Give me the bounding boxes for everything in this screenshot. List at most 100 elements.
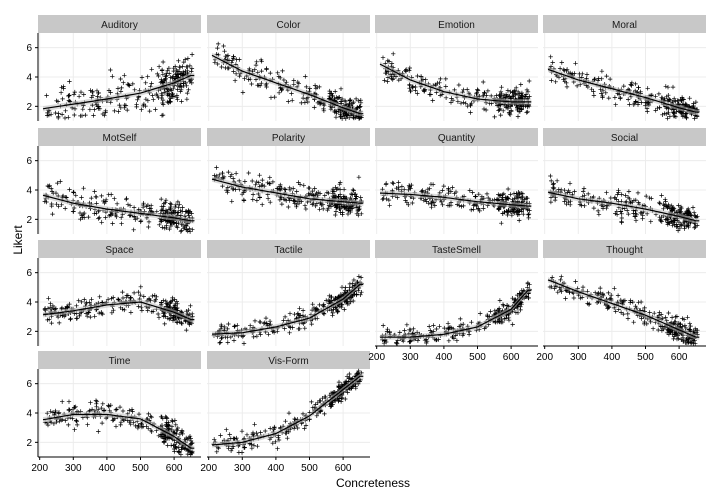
scatter-point: [140, 205, 146, 210]
scatter-point: [115, 86, 121, 91]
scatter-point: [264, 84, 269, 90]
x-tick-label: 300: [402, 352, 419, 363]
scatter-point: [662, 111, 667, 116]
scatter-point: [592, 76, 598, 82]
scatter-point: [155, 93, 160, 99]
x-tick-label: 300: [65, 463, 82, 474]
scatter-point: [110, 74, 115, 79]
scatter-point: [351, 99, 356, 105]
scatter-point: [157, 222, 162, 227]
scatter-point: [259, 68, 264, 74]
scatter-point: [516, 190, 521, 195]
scatter-point: [174, 221, 179, 226]
scatter-point: [279, 201, 285, 207]
scatter-point: [389, 61, 395, 66]
scatter-point: [327, 88, 332, 94]
scatter-point: [254, 179, 259, 185]
smooth-line: [547, 68, 700, 113]
scatter-point: [336, 95, 341, 100]
scatter-point: [48, 112, 54, 117]
scatter-point: [469, 207, 474, 213]
scatter-point: [283, 187, 288, 192]
scatter-point: [595, 208, 601, 214]
scatter-point: [481, 106, 487, 112]
scatter-point: [177, 64, 182, 70]
scatter-point: [656, 91, 662, 97]
scatter-point: [449, 96, 454, 101]
scatter-point: [296, 200, 302, 206]
scatter-point: [169, 88, 174, 93]
scatter-point: [517, 218, 522, 223]
scatter-point: [144, 204, 149, 209]
scatter-point: [564, 84, 570, 90]
scatter-point: [348, 97, 353, 103]
scatter-point: [178, 229, 184, 234]
scatter-point: [475, 88, 481, 93]
scatter-point: [423, 77, 428, 82]
scatter-point: [229, 199, 234, 204]
scatter-point: [291, 82, 296, 87]
scatter-point: [97, 215, 102, 220]
scatter-point: [383, 182, 389, 187]
scatter-point: [603, 90, 608, 95]
scatter-point: [284, 198, 289, 203]
scatter-point: [349, 101, 354, 106]
scatter-point: [121, 80, 126, 85]
scatter-point: [88, 88, 93, 93]
scatter-point: [256, 180, 261, 185]
scatter-point: [599, 91, 604, 96]
scatter-point: [246, 77, 251, 82]
scatter-point: [130, 81, 135, 87]
scatter-point: [646, 102, 652, 108]
scatter-point: [683, 112, 688, 118]
scatter-point: [564, 80, 569, 86]
scatter-point: [440, 202, 445, 207]
scatter-point: [644, 193, 649, 199]
scatter-point: [505, 88, 511, 93]
scatter-point: [338, 210, 343, 215]
scatter-point: [663, 197, 668, 202]
facet-strip-label: Quantity: [438, 133, 475, 144]
scatter-point: [317, 191, 323, 196]
scatter-point: [420, 77, 426, 82]
scatter-point: [525, 89, 531, 94]
scatter-point: [591, 205, 597, 211]
scatter-point: [176, 58, 181, 63]
scatter-point: [474, 203, 479, 209]
scatter-point: [171, 66, 176, 71]
scatter-point: [645, 86, 650, 91]
scatter-point: [304, 96, 309, 102]
facet-strip: [543, 128, 706, 146]
scatter-point: [353, 205, 359, 210]
scatter-point: [301, 183, 306, 188]
scatter-point: [92, 211, 97, 216]
scatter-point: [160, 59, 166, 65]
scatter-point: [46, 112, 52, 118]
scatter-point: [67, 93, 72, 98]
scatter-point: [291, 186, 296, 191]
x-tick-label: 500: [132, 463, 149, 474]
scatter-point: [391, 76, 396, 81]
scatter-point: [353, 96, 359, 102]
scatter-point: [477, 208, 482, 214]
scatter-point: [671, 110, 676, 115]
scatter-point: [470, 190, 475, 195]
scatter-point: [350, 192, 355, 197]
scatter-point: [299, 199, 304, 204]
scatter-point: [516, 209, 521, 214]
scatter-point: [407, 185, 412, 190]
scatter-point: [169, 210, 174, 215]
scatter-point: [231, 54, 236, 60]
y-tick-label: 2: [26, 327, 32, 338]
scatter-point: [72, 112, 77, 118]
scatter-point: [524, 110, 529, 115]
scatter-point: [282, 186, 287, 192]
scatter-point: [509, 108, 514, 113]
scatter-point: [665, 85, 671, 90]
scatter-point: [514, 85, 519, 90]
scatter-point: [356, 207, 361, 213]
scatter-point: [407, 68, 412, 73]
scatter-point: [337, 182, 342, 187]
y-tick-label: 6: [26, 43, 32, 54]
x-tick-label: 400: [99, 463, 116, 474]
